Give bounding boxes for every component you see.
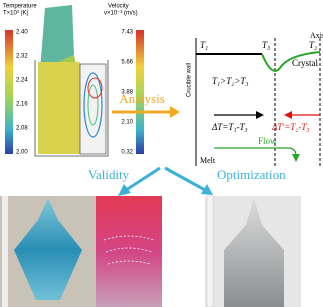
colorbar-tick-label: 2.16	[16, 102, 28, 108]
label: v×10⁻³ (m/s)	[104, 11, 138, 17]
arrow-label: Analysis	[119, 91, 165, 106]
label: ΔT=T₁-T₃	[211, 122, 248, 132]
arrow	[126, 168, 160, 190]
label: Velocity	[108, 4, 129, 10]
schematic: Crucible wall T₁ T₃ Axis T₂ Crystal T₁>T…	[187, 31, 323, 166]
arrowhead	[292, 154, 300, 162]
colorbar-tick-label: 7.43	[121, 30, 133, 36]
analysis-arrow: Analysis	[112, 91, 180, 118]
label: Crystal	[292, 58, 318, 68]
label: Axis	[310, 31, 323, 40]
figure: Temperature T×10³ (K) 2.40 2.32 2.24 2.16 2.…	[0, 0, 323, 307]
arrow	[165, 168, 205, 190]
colorbar-tick-label: 5.66	[121, 60, 133, 66]
label: T×10³ (K)	[3, 11, 29, 17]
arrowhead	[170, 106, 180, 118]
branch-label: Optimization	[217, 167, 286, 182]
flow-arrow	[214, 148, 296, 156]
arrowhead	[284, 111, 292, 119]
ruler	[207, 196, 213, 307]
simulation-panel: Temperature T×10³ (K) 2.40 2.32 2.24 2.16 2.…	[3, 4, 144, 156]
label: T₃	[262, 40, 270, 50]
label: T₁>T₂>T₃	[212, 76, 249, 86]
photos	[0, 196, 301, 307]
arrowhead	[256, 111, 264, 119]
colorbar-tick-label: 2.40	[16, 30, 28, 36]
label: T₂	[309, 40, 317, 50]
label: Crucible wall	[187, 63, 193, 97]
label: T₁	[200, 40, 208, 50]
ruler	[2, 196, 8, 307]
colorbar-tick-label: 2.32	[16, 54, 28, 60]
label: Melt	[200, 156, 216, 165]
colorbar-tick-label: 2.08	[16, 126, 28, 132]
arrowhead	[118, 184, 131, 196]
label: Temperature	[3, 4, 37, 10]
melt-field	[38, 62, 80, 154]
label: Flow	[258, 136, 277, 146]
colorbar-tick-label: 2.00	[16, 150, 28, 156]
branches: Validity Optimization	[88, 167, 286, 196]
colorbar-tick-label: 2.10	[121, 120, 133, 126]
colorbar-tick-label: 2.24	[16, 78, 28, 84]
photo	[96, 196, 162, 307]
colorbar-tick-label: 0.32	[121, 150, 133, 156]
colorbar	[5, 30, 13, 154]
branch-label: Validity	[88, 167, 130, 182]
label: ΔT'=T₂-T₃	[271, 122, 310, 132]
